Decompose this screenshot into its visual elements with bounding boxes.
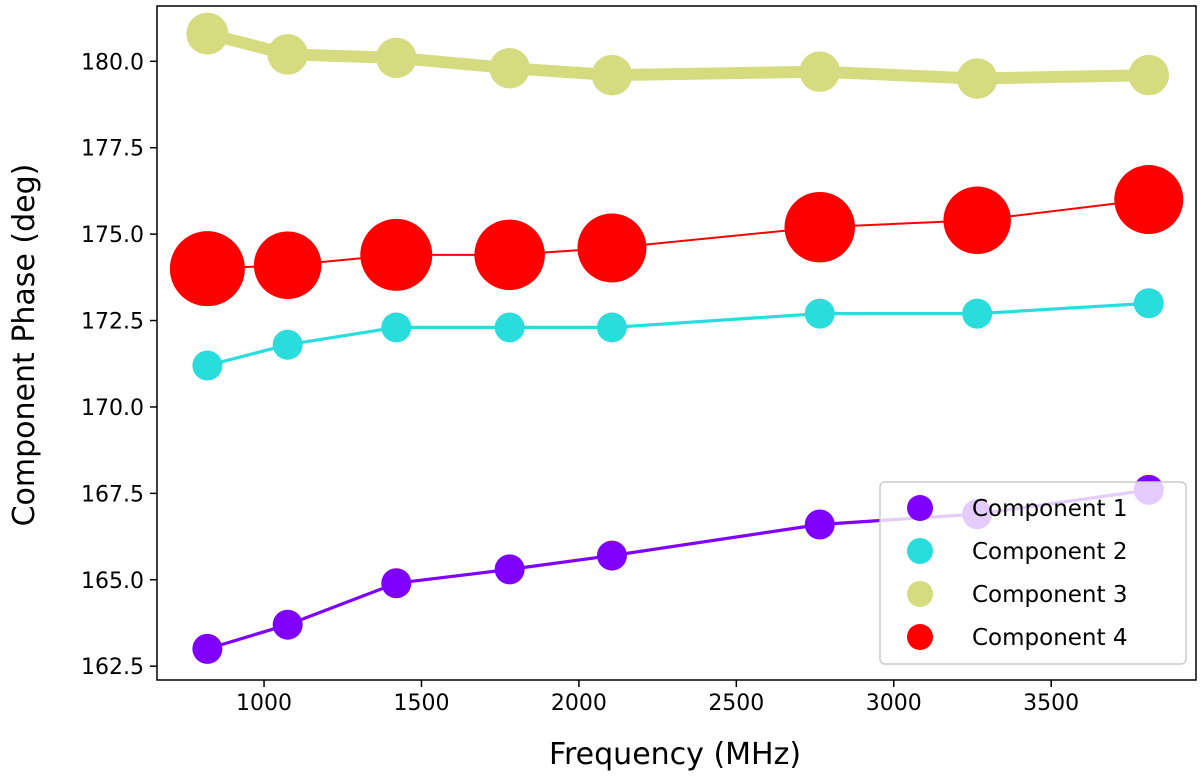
data-point <box>494 312 525 343</box>
legend-marker <box>907 624 933 650</box>
legend: Component 1 Component 2 Component 3 Compone… <box>879 481 1187 665</box>
data-point <box>489 47 530 89</box>
x-tick-label: 1500 <box>393 691 449 716</box>
data-point <box>474 219 545 291</box>
data-point <box>804 298 835 329</box>
data-point <box>962 298 993 329</box>
legend-label: Component 1 <box>972 496 1127 522</box>
data-point <box>192 350 223 381</box>
series-line-3 <box>205 27 1149 85</box>
y-tick-label: 175.0 <box>81 223 144 248</box>
legend-marker <box>907 538 933 564</box>
data-point <box>186 12 229 55</box>
series-4 <box>169 165 1184 307</box>
legend-label: Component 3 <box>972 582 1127 608</box>
legend-marker <box>907 581 933 607</box>
data-point <box>376 37 417 79</box>
legend-entry: Component 1 <box>907 495 1127 522</box>
data-point <box>577 213 647 283</box>
data-point <box>596 540 627 571</box>
legend-entry: Component 4 <box>907 624 1127 651</box>
legend-marker <box>907 495 933 521</box>
data-point <box>169 231 245 307</box>
data-point <box>784 191 856 263</box>
data-point <box>943 186 1011 255</box>
data-point <box>253 231 322 299</box>
data-point <box>1114 165 1184 235</box>
data-point <box>804 509 835 540</box>
y-axis-label: Component Phase (deg) <box>7 164 42 527</box>
axes: 1000 1500 2000 2500 3000 3500 162.5 165.0 167.5 1… <box>81 5 1197 716</box>
data-point <box>272 329 303 360</box>
y-tick-label: 167.5 <box>81 482 144 507</box>
data-point <box>381 568 412 599</box>
x-tick-label: 1000 <box>236 691 292 716</box>
data-point <box>596 312 627 343</box>
data-point <box>1133 288 1164 319</box>
legend-box <box>879 481 1187 665</box>
y-tick-label: 172.5 <box>81 310 144 335</box>
y-tick-label: 180.0 <box>81 50 144 75</box>
data-point <box>1128 54 1170 96</box>
x-axis-label: Frequency (MHz) <box>549 737 801 772</box>
y-tick-label: 170.0 <box>81 396 144 421</box>
legend-label: Component 2 <box>972 539 1127 565</box>
data-point <box>494 554 525 585</box>
legend-entry: Component 3 <box>907 581 1127 608</box>
series-3 <box>186 12 1170 99</box>
data-point <box>956 58 998 99</box>
data-point <box>360 218 433 291</box>
series-line-2 <box>206 301 1149 368</box>
y-tick-label: 177.5 <box>81 137 144 162</box>
legend-label: Component 4 <box>972 625 1127 651</box>
data-point <box>272 609 303 640</box>
x-tick-label: 3000 <box>866 691 922 716</box>
legend-entry: Component 2 <box>907 538 1127 565</box>
data-point <box>381 312 412 343</box>
series-2 <box>192 288 1164 381</box>
y-tick-label: 165.0 <box>81 569 144 594</box>
plot-frame <box>156 5 1197 681</box>
x-tick-label: 3500 <box>1023 691 1079 716</box>
x-tick-label: 2500 <box>708 691 764 716</box>
x-tick-label: 2000 <box>551 691 607 716</box>
data-point <box>267 34 308 75</box>
data-point <box>192 633 223 664</box>
data-point <box>591 54 633 96</box>
data-point <box>799 51 841 92</box>
y-tick-label: 162.5 <box>81 655 144 680</box>
